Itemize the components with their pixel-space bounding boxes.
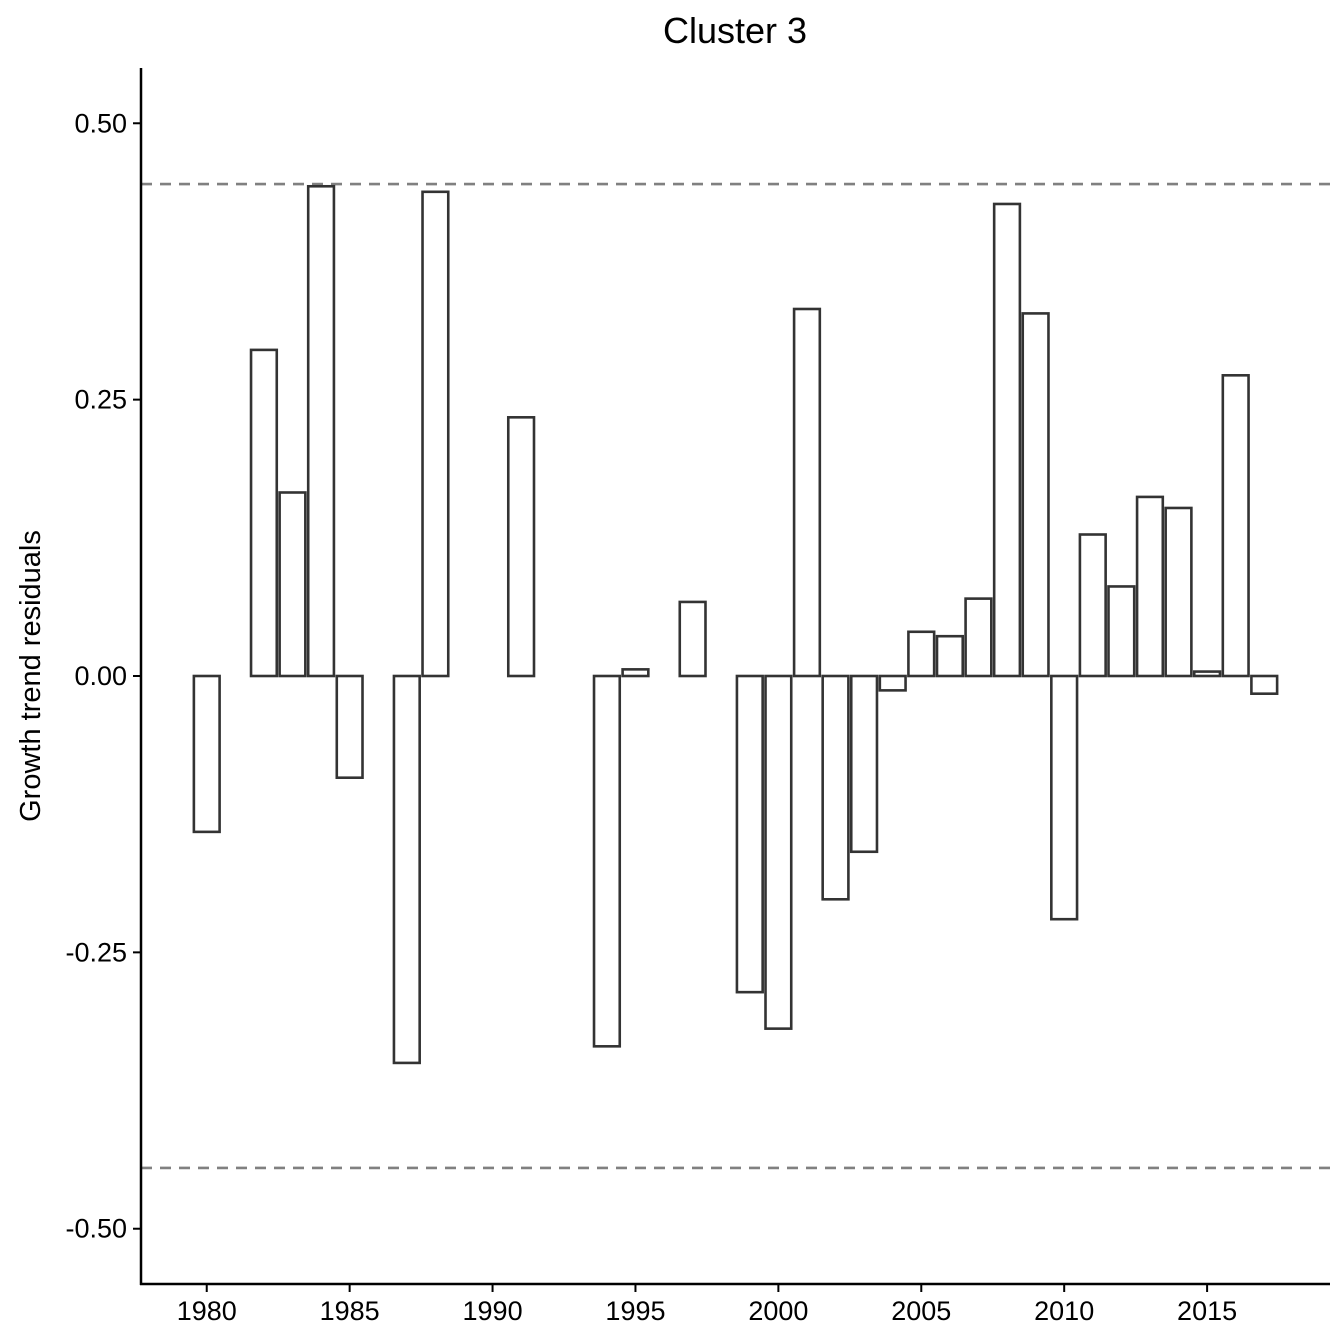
- y-tick-label: 0.25: [74, 385, 127, 415]
- bar-1991: [506, 416, 536, 678]
- bar-2014: [1164, 506, 1193, 678]
- bar-2004: [878, 674, 907, 692]
- bar-1997: [678, 600, 707, 678]
- bar-1980: [192, 674, 221, 834]
- x-tick-label: 1985: [320, 1296, 380, 1326]
- bar-2006: [935, 634, 965, 678]
- bar-1983: [278, 491, 307, 678]
- chart-title: Cluster 3: [663, 10, 807, 51]
- bar-2017: [1250, 674, 1279, 695]
- bar-2016: [1221, 374, 1250, 678]
- bar-1995: [621, 668, 650, 678]
- bar-2015: [1192, 670, 1222, 678]
- bar-2011: [1078, 533, 1107, 678]
- x-tick-label: 2015: [1177, 1296, 1237, 1326]
- bar-1994: [592, 674, 622, 1048]
- bar-1999: [735, 674, 764, 994]
- bar-1988: [421, 190, 450, 678]
- bar-1987: [392, 674, 421, 1065]
- bar-2009: [1021, 312, 1050, 678]
- bar-2005: [907, 630, 936, 678]
- bar-2007: [964, 597, 993, 678]
- y-tick-label: 0.00: [74, 661, 127, 691]
- y-tick-label: -0.50: [65, 1214, 127, 1244]
- bar-2003: [849, 674, 879, 854]
- bar-2012: [1107, 585, 1136, 678]
- x-tick-label: 2005: [891, 1296, 951, 1326]
- y-tick-label: 0.50: [74, 108, 127, 138]
- x-tick-label: 2010: [1034, 1296, 1094, 1326]
- y-axis-label: Growth trend residuals: [15, 530, 47, 822]
- bar-2013: [1135, 495, 1165, 678]
- bar-2000: [764, 674, 793, 1030]
- bar-2001: [792, 307, 822, 678]
- bar-2002: [821, 674, 850, 901]
- y-tick-label: -0.25: [65, 937, 127, 967]
- bars: [192, 184, 1279, 1065]
- bar-1985: [335, 674, 364, 780]
- x-tick-label: 1990: [463, 1296, 523, 1326]
- bar-2010: [1050, 674, 1079, 921]
- x-tick-label: 1980: [177, 1296, 237, 1326]
- axes: 0.50 0.25 0.00 -0.25 -0.50 1980 1985 1990 1995 20…: [65, 68, 1330, 1326]
- reference-lines: [141, 182, 1330, 1170]
- x-tick-label: 2000: [748, 1296, 808, 1326]
- bar-1982: [249, 348, 279, 678]
- x-tick-label: 1995: [605, 1296, 665, 1326]
- bar-1984: [306, 184, 336, 678]
- bar-2008: [992, 202, 1022, 678]
